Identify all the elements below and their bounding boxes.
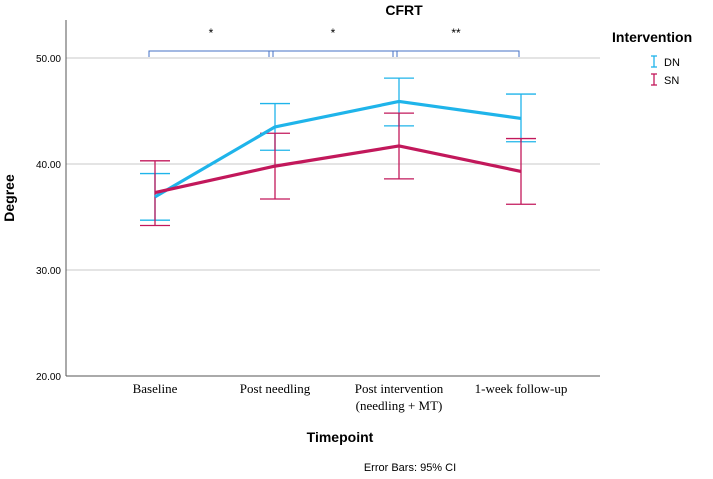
y-axis-title: Degree <box>1 174 17 222</box>
chart-title: CFRT <box>385 2 423 18</box>
legend-label-dn: DN <box>664 57 680 69</box>
error-bars <box>140 77 536 227</box>
significance-label: * <box>331 26 336 40</box>
series-lines <box>154 99 522 199</box>
series-line-dn <box>154 99 522 199</box>
significance-bracket <box>148 50 274 57</box>
legend-label-sn: SN <box>664 75 679 87</box>
y-tick-label: 50.00 <box>36 54 61 65</box>
x-axis-title: Timepoint <box>307 429 374 445</box>
y-tick-label: 30.00 <box>36 266 61 277</box>
significance-label: * <box>209 26 214 40</box>
y-tick-label: 20.00 <box>36 372 61 383</box>
legend: DN SN <box>651 55 680 87</box>
significance-bracket <box>392 50 520 57</box>
x-tick-labels: Baseline Post needling Post intervention (n… <box>133 381 568 413</box>
gridlines <box>66 57 600 271</box>
x-tick-label: 1-week follow-up <box>475 381 568 396</box>
error-bars-footnote: Error Bars: 95% CI <box>364 462 456 474</box>
x-tick-label: Post needling <box>240 381 311 396</box>
significance-label: ** <box>451 26 461 40</box>
significance-brackets: * * ** <box>148 26 520 57</box>
x-tick-label: Post intervention (needling + MT) <box>355 381 444 413</box>
legend-title: Intervention <box>612 29 692 45</box>
x-tick-label: Baseline <box>133 381 178 396</box>
y-tick-label: 40.00 <box>36 160 61 171</box>
series-line-sn <box>154 144 522 195</box>
significance-bracket <box>268 50 398 57</box>
y-tick-labels: 20.00 30.00 40.00 50.00 <box>36 54 61 383</box>
